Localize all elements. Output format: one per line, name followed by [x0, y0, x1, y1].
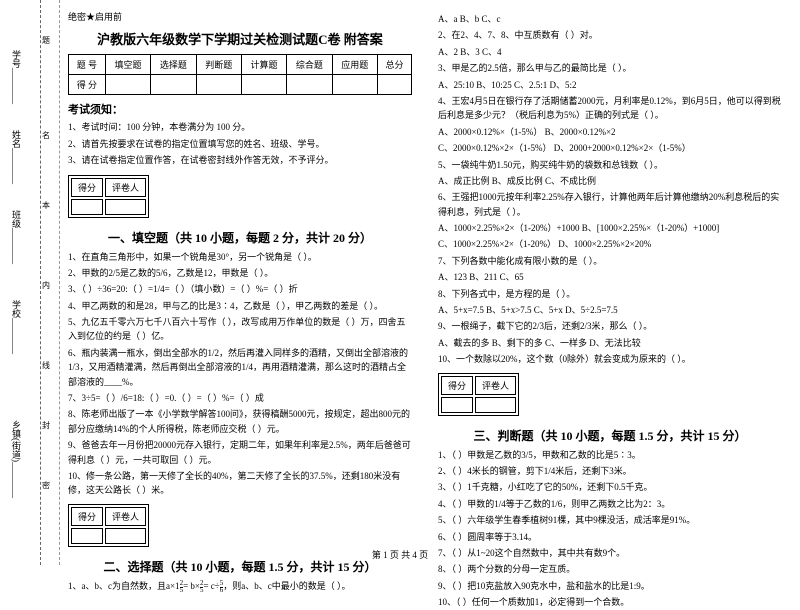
- q: 10、一个数除以20%，这个数（0除外）就会变成为原来的（ ）。: [438, 352, 782, 366]
- q: 9、（ ）把10克盐放入90克水中，盐和盐水的比是1:9。: [438, 579, 782, 593]
- q: 1、在直角三角形中，如果一个锐角是30°，另一个锐角是（ ）。: [68, 250, 412, 264]
- seal-mark: 题: [42, 35, 50, 46]
- q: 3、（ ）÷36=20:（ ）=1/4=（ ）（填小数）=（ ）%=（ ）折: [68, 282, 412, 296]
- notice-item: 2、请首先按要求在试卷的指定位置填写您的姓名、班级、学号。: [68, 138, 412, 152]
- q: 3、甲是乙的2.5倍，那么甲与乙的最简比是（ ）。: [438, 61, 782, 75]
- q: 9、爸爸去年一月份把20000元存入银行，定期二年，如果年利率是2.5%，两年后…: [68, 438, 412, 467]
- q: 2、在2、4、7、8、中互质数有（ ）对。: [438, 28, 782, 42]
- q: 8、（ ）两个分数的分母一定互质。: [438, 562, 782, 576]
- seal-mark: 内: [42, 280, 50, 291]
- q: C、1000×2.25%×2×（1-20%） D、1000×2.25%×2×20…: [438, 237, 782, 251]
- q: 7、下列各数中能化成有限小数的是（ ）。: [438, 254, 782, 268]
- q: 8、陈老师出版了一本《小学数学解答100问》，获得稿酬5000元，按规定，超出8…: [68, 407, 412, 436]
- q: 4、（ ）甲数的1/4等于乙数的1/6，则甲乙两数之比为2：3。: [438, 497, 782, 511]
- seal-mark: 名: [42, 130, 50, 141]
- q: 3、（ ）1千克糖，小红吃了它的50%，还剩下0.5千克。: [438, 480, 782, 494]
- q: A、2000×0.12%×（1-5%） B、2000×0.12%×2: [438, 125, 782, 139]
- page-footer: 第 1 页 共 4 页: [0, 548, 800, 561]
- page: 绝密★启用前 沪教版六年级数学下学期过关检测试题C卷 附答案 题 号填空题选择题…: [0, 0, 800, 545]
- section-score-box: 得分评卷人: [68, 175, 149, 218]
- seal-mark: 密: [42, 480, 50, 491]
- sidebar-label-name: 姓名________: [10, 130, 23, 184]
- sidebar-label-class: 班级________: [10, 210, 23, 264]
- q: 4、甲乙两数的和是28，甲与乙的比是3∶4，乙数是（ ），甲乙两数的差是（ ）。: [68, 299, 412, 313]
- q: 10、（ ）任何一个质数加1，必定得到一个合数。: [438, 595, 782, 609]
- sidebar-label-school: 学校________: [10, 300, 23, 354]
- q: 5、九亿五千零六万七千八百六十写作（ ），改写成用万作单位的数是（ ）万，四舍五…: [68, 315, 412, 344]
- sidebar-label-town: 乡镇(街道)________: [10, 420, 23, 498]
- q: A、a B、b C、c: [438, 12, 782, 26]
- exam-title: 沪教版六年级数学下学期过关检测试题C卷 附答案: [68, 29, 412, 48]
- q: 5、（ ）六年级学生春季植树91棵，其中9棵没活，成活率是91%。: [438, 513, 782, 527]
- q: 9、一根绳子，截下它的2/3后，还剩2/3米，那么（ ）。: [438, 319, 782, 333]
- q: 6、瓶内装满一瓶水，倒出全部水的1/2，然后再灌入同样多的酒精，又倒出全部溶液的…: [68, 346, 412, 389]
- q: A、2 B、3 C、4: [438, 45, 782, 59]
- right-column: A、a B、b C、c 2、在2、4、7、8、中互质数有（ ）对。 A、2 B、…: [430, 0, 790, 545]
- q: A、25:10 B、10:25 C、2.5:1 D、5:2: [438, 78, 782, 92]
- q: A、截去的多 B、剩下的多 C、一样多 D、无法比较: [438, 336, 782, 350]
- dotted-line: [40, 0, 41, 565]
- q: 8、下列各式中，是方程的是（ ）。: [438, 287, 782, 301]
- left-column: 绝密★启用前 沪教版六年级数学下学期过关检测试题C卷 附答案 题 号填空题选择题…: [60, 0, 420, 545]
- notice-item: 3、请在试卷指定位置作答，在试卷密封线外作答无效，不予评分。: [68, 154, 412, 168]
- section-1-title: 一、填空题（共 10 小题，每题 2 分，共计 20 分）: [68, 229, 412, 246]
- q: 1、（ ）甲数是乙数的3/5，甲数和乙数的比是5∶3。: [438, 448, 782, 462]
- q: 4、王宏4月5日在银行存了活期储蓄2000元，月利率是0.12%，到6月5日，他…: [438, 94, 782, 123]
- q: A、123 B、211 C、65: [438, 270, 782, 284]
- notice-item: 1、考试时间：100 分钟，本卷满分为 100 分。: [68, 121, 412, 135]
- section-3-title: 三、判断题（共 10 小题，每题 1.5 分，共计 15 分）: [438, 427, 782, 444]
- section-score-box: 得分评卷人: [438, 373, 519, 416]
- sidebar-label-id: 学号________: [10, 50, 23, 104]
- sidebar: 学号________ 姓名________ 班级________ 学校_____…: [0, 0, 60, 565]
- q: A、5+x=7.5 B、5+x>7.5 C、5+x D、5÷2.5=7.5: [438, 303, 782, 317]
- notice-title: 考试须知：: [68, 101, 412, 117]
- q: 6、王强把1000元按年利率2.25%存入银行，计算他两年后计算他缴纳20%利息…: [438, 190, 782, 219]
- q: 7、3÷5=（ ）/6=18:（ ）=0.（ ）=（ ）%=（ ）成: [68, 391, 412, 405]
- q: 1、a、b、c为自然数，且a×125= b×25= c÷56，则a、b、c中最小…: [68, 579, 412, 594]
- q: A、成正比例 B、成反比例 C、不成比例: [438, 174, 782, 188]
- seal-mark: 线: [42, 360, 50, 371]
- confidential: 绝密★启用前: [68, 10, 412, 23]
- q: 2、（ ）4米长的钢管，剪下1/4米后，还剩下3米。: [438, 464, 782, 478]
- seal-mark: 本: [42, 200, 50, 211]
- q: C、2000×0.12%×2×（1-5%） D、2000+2000×0.12%×…: [438, 141, 782, 155]
- q: 5、一袋纯牛奶1.50元，购买纯牛奶的袋数和总钱数（ ）。: [438, 158, 782, 172]
- seal-mark: 封: [42, 420, 50, 431]
- q: 10、修一条公路，第一天修了全长的40%，第二天修了全长的37.5%，还剩180…: [68, 469, 412, 498]
- section-score-box: 得分评卷人: [68, 504, 149, 547]
- q: 6、（ ）圆周率等于3.14。: [438, 530, 782, 544]
- q: A、1000×2.25%×2×（1-20%）+1000 B、[1000×2.25…: [438, 221, 782, 235]
- q: 2、甲数的2/5是乙数的5/6，乙数是12，甲数是（ ）。: [68, 266, 412, 280]
- score-table: 题 号填空题选择题判断题计算题综合题应用题总分 得 分: [68, 54, 412, 95]
